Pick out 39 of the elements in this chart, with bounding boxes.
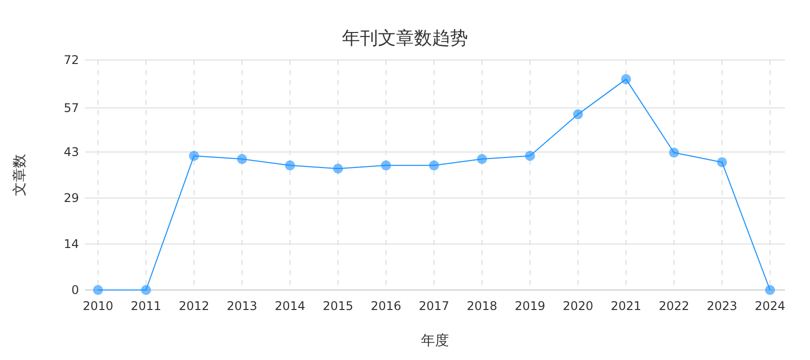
x-tick-label: 2016: [370, 299, 402, 313]
x-tick-label: 2023: [706, 299, 738, 313]
point: [93, 285, 103, 295]
x-tick-label: 2022: [658, 299, 690, 313]
point: [429, 160, 439, 170]
y-tick-label: 29: [64, 191, 79, 205]
point: [621, 74, 631, 84]
y-tick-label: 14: [64, 237, 79, 251]
y-tick-label: 0: [71, 283, 79, 297]
x-tick-label: 2017: [418, 299, 450, 313]
point: [669, 148, 679, 158]
x-tick-label: 2010: [82, 299, 114, 313]
chart-title: 年刊文章数趋势: [342, 28, 468, 49]
x-tick-label: 2021: [610, 299, 642, 313]
x-tick-label: 2015: [322, 299, 354, 313]
x-tick-label: 2014: [274, 299, 306, 313]
x-tick-label: 2024: [754, 299, 786, 313]
point: [189, 150, 199, 161]
y-axis-title: 文章数: [12, 154, 28, 196]
y-tick-label: 72: [64, 53, 79, 67]
point: [477, 154, 487, 164]
point: [525, 150, 535, 161]
x-tick-label: 2019: [514, 299, 546, 313]
x-tick-label: 2011: [130, 299, 162, 313]
y-tick-label: 43: [64, 145, 79, 159]
x-axis-title: 年度: [421, 333, 449, 349]
point: [285, 160, 295, 170]
x-tick-label: 2020: [562, 299, 594, 313]
point: [141, 285, 151, 295]
x-tick-label: 2012: [178, 299, 210, 313]
y-tick-label: 57: [64, 100, 79, 115]
x-tick-label: 2018: [466, 299, 498, 313]
point: [765, 285, 775, 295]
point: [381, 160, 391, 170]
point: [237, 154, 247, 164]
x-tick-label: 2013: [226, 299, 258, 313]
point: [717, 157, 727, 168]
point: [333, 164, 343, 174]
point: [573, 109, 583, 120]
